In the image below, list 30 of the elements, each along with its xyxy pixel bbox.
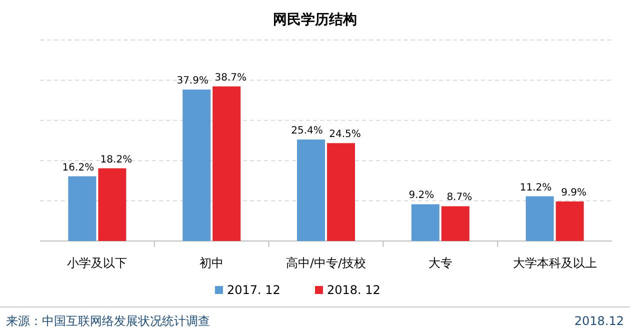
bar bbox=[556, 201, 584, 241]
data-label: 25.4% bbox=[291, 126, 323, 137]
bar bbox=[297, 140, 325, 241]
bar bbox=[327, 143, 355, 241]
x-tick-label: 大学本科及以上 bbox=[512, 256, 597, 270]
x-tick-label: 小学及以下 bbox=[67, 256, 128, 270]
legend-label: 2018. 12 bbox=[327, 283, 380, 297]
data-label: 38.7% bbox=[214, 72, 246, 84]
data-label: 37.9% bbox=[176, 76, 208, 87]
x-tick-label: 高中/中专/技校 bbox=[286, 256, 366, 270]
bar bbox=[411, 204, 440, 241]
source-note: 来源：中国互联网络发展状况统计调查 bbox=[6, 314, 210, 328]
data-label: 8.7% bbox=[446, 192, 472, 204]
chart-title: 网民学历结构 bbox=[273, 12, 357, 28]
data-label: 11.2% bbox=[520, 182, 552, 194]
data-label: 9.2% bbox=[408, 190, 434, 202]
x-tick-label: 初中 bbox=[200, 256, 224, 270]
bar bbox=[441, 206, 470, 241]
data-label: 18.2% bbox=[100, 154, 132, 166]
legend-label: 2017. 12 bbox=[227, 283, 280, 297]
bar bbox=[68, 176, 96, 241]
bar bbox=[212, 86, 241, 241]
data-label: 9.9% bbox=[561, 187, 587, 198]
bar bbox=[182, 90, 211, 241]
bar bbox=[98, 168, 126, 241]
data-label: 24.5% bbox=[329, 129, 361, 140]
text: 2018.12 bbox=[574, 314, 624, 328]
bar bbox=[526, 196, 554, 241]
data-label: 16.2% bbox=[62, 162, 94, 174]
x-tick-label: 大专 bbox=[428, 256, 452, 270]
